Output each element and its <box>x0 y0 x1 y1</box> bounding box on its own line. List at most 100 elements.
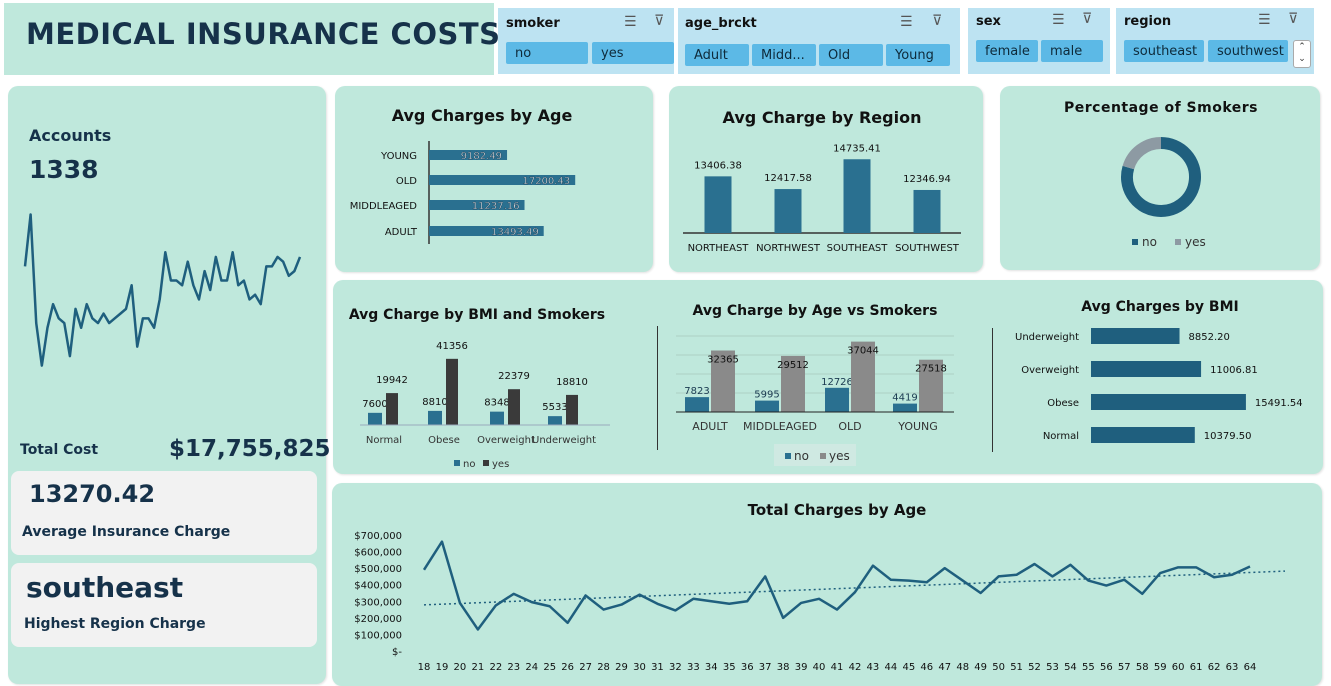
legend-label: yes <box>1185 235 1206 249</box>
legend-swatch <box>820 453 826 459</box>
tick-label: 52 <box>1028 662 1041 673</box>
page-title: MEDICAL INSURANCE COSTS <box>26 17 501 51</box>
tick-label: 47 <box>938 662 951 673</box>
bar <box>1091 394 1246 410</box>
slicer-age-bracket: age_brckt ☰ ⊽ Adult Midd... Old Young <box>678 8 960 74</box>
age-smokers-chart: 7823 32365 ADULT 5995 29512 MIDDLEAGED 12726 37… <box>676 335 954 466</box>
tick-label: 54 <box>1064 662 1077 673</box>
slicer-item[interactable]: Midd... <box>752 44 816 66</box>
chart-title: Avg Charge by Region <box>722 108 922 127</box>
multi-select-icon[interactable]: ☰ <box>1052 12 1075 28</box>
tick-label: 64 <box>1244 662 1257 673</box>
accounts-value: 1338 <box>29 155 99 184</box>
clear-filter-icon[interactable]: ⊽ <box>1288 11 1309 27</box>
tick-label: 31 <box>651 662 664 673</box>
legend-label: no <box>794 449 809 463</box>
bar <box>774 189 802 233</box>
tick-label: $700,000 <box>354 531 402 542</box>
legend-swatch <box>1175 239 1181 245</box>
total-cost-value: $17,755,825 <box>169 436 331 462</box>
clear-filter-icon[interactable]: ⊽ <box>1082 11 1103 27</box>
total-cost-label: Total Cost <box>20 442 99 458</box>
tick-label: 35 <box>723 662 736 673</box>
data-label: 12726 <box>821 377 853 388</box>
tick-label: $100,000 <box>354 630 402 641</box>
tick-label: 60 <box>1172 662 1185 673</box>
legend-label: no <box>463 459 475 470</box>
bar <box>368 412 382 425</box>
slicer-sex: sex ☰ ⊽ female male <box>968 8 1110 74</box>
slicer-item[interactable]: female <box>976 40 1038 62</box>
top-region-value: southeast <box>26 571 184 604</box>
chart-title: Avg Charges by Age <box>391 106 573 125</box>
tick-label: 42 <box>849 662 862 673</box>
data-label: 11237.16 <box>472 201 520 212</box>
tick-label: 49 <box>974 662 987 673</box>
pct-smokers-card <box>1000 86 1320 270</box>
slicer-scroll-control[interactable]: ⌃ ⌄ <box>1293 40 1311 68</box>
tick-label: 61 <box>1190 662 1203 673</box>
total-by-age-chart: $700,000 $600,000 $500,000 $400,000 $300,000… <box>354 531 1286 673</box>
tick-label: 43 <box>867 662 880 673</box>
donut-slice <box>1121 137 1201 217</box>
slicer-item[interactable]: yes <box>592 42 674 64</box>
bar <box>429 226 544 236</box>
category-label: NORTHEAST <box>688 243 750 254</box>
tick-label: 41 <box>831 662 844 673</box>
tick-label: 57 <box>1118 662 1131 673</box>
slicer-item[interactable]: male <box>1041 40 1103 62</box>
category-label: ADULT <box>692 420 728 433</box>
trendline <box>423 570 1286 606</box>
data-label: 41356 <box>436 341 468 352</box>
chevron-up-icon[interactable]: ⌃ <box>1298 42 1306 52</box>
slicer-title: age_brckt <box>685 16 757 31</box>
slicer-item[interactable]: no <box>506 42 588 64</box>
chart-title: Total Charges by Age <box>747 501 927 519</box>
clear-filter-icon[interactable]: ⊽ <box>654 13 675 29</box>
bar <box>711 350 735 412</box>
data-label: 12417.58 <box>764 173 812 184</box>
tick-label: 22 <box>489 662 502 673</box>
header-banner <box>4 3 494 75</box>
divider <box>992 328 993 452</box>
tick-label: 36 <box>741 662 754 673</box>
tick-label: 34 <box>705 662 718 673</box>
series-line <box>422 540 1251 631</box>
data-label: 18810 <box>556 377 588 388</box>
tick-label: 40 <box>813 662 826 673</box>
tick-label: 59 <box>1154 662 1167 673</box>
slicer-item[interactable]: Old <box>819 44 883 66</box>
multi-select-icon[interactable]: ☰ <box>624 14 647 30</box>
category-label: SOUTHEAST <box>827 243 889 254</box>
category-label: Underweight <box>1015 332 1079 343</box>
slicer-title: smoker <box>506 16 560 31</box>
chevron-down-icon[interactable]: ⌄ <box>1298 54 1306 64</box>
tick-label: 32 <box>669 662 682 673</box>
tick-label: 28 <box>597 662 610 673</box>
slicer-item[interactable]: southwest <box>1208 40 1288 62</box>
tick-label: 38 <box>777 662 790 673</box>
chart-title: Avg Charges by BMI <box>1081 299 1239 315</box>
category-label: YOUNG <box>380 151 417 162</box>
tick-label: 23 <box>507 662 520 673</box>
multi-select-icon[interactable]: ☰ <box>1258 12 1281 28</box>
bar <box>548 416 562 425</box>
multi-select-icon[interactable]: ☰ <box>900 14 923 30</box>
tick-label: 20 <box>454 662 467 673</box>
category-label: Underweight <box>532 435 596 446</box>
data-label: 15491.54 <box>1255 398 1303 409</box>
category-label: OLD <box>838 420 861 433</box>
bar <box>685 397 709 412</box>
bar <box>851 341 875 412</box>
category-label: NORTHWEST <box>756 243 821 254</box>
tick-label: 44 <box>885 662 898 673</box>
slicer-item[interactable]: Young <box>886 44 950 66</box>
slicer-item[interactable]: southeast <box>1124 40 1204 62</box>
data-label: 10379.50 <box>1204 431 1252 442</box>
tick-label: 48 <box>956 662 969 673</box>
legend-swatch <box>483 460 489 466</box>
tick-label: 55 <box>1082 662 1095 673</box>
clear-filter-icon[interactable]: ⊽ <box>932 13 953 29</box>
category-label: Overweight <box>1021 365 1079 376</box>
slicer-item[interactable]: Adult <box>685 44 749 66</box>
